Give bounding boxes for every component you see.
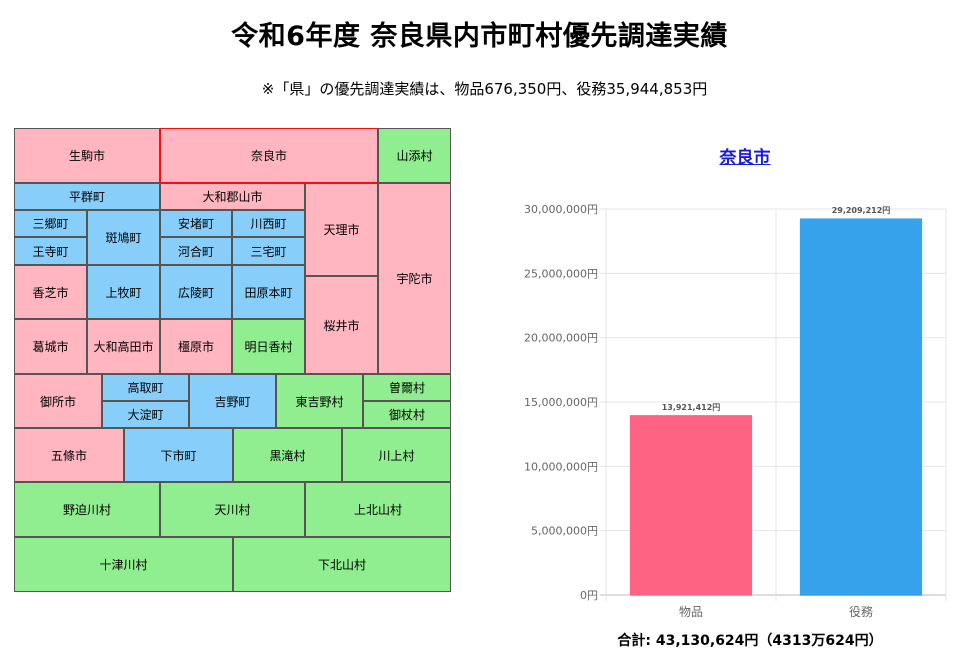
treemap-cell[interactable]: 奈良市 — [160, 128, 378, 183]
treemap-cell[interactable]: 下北山村 — [233, 537, 451, 592]
treemap-cell[interactable]: 王寺町 — [14, 237, 87, 265]
treemap-cell[interactable]: 曽爾村 — [363, 374, 451, 401]
treemap-cell[interactable]: 上牧町 — [87, 265, 160, 319]
treemap-cell[interactable]: 明日香村 — [232, 319, 305, 374]
page-title: 令和6年度 奈良県内市町村優先調達実績 — [231, 21, 728, 52]
treemap-cell[interactable]: 三宅町 — [232, 237, 305, 265]
y-tick-label: 20,000,000円 — [524, 332, 598, 345]
prefecture-note: ※「県」の優先調達実績は、物品676,350円、役務35,944,853円 — [261, 80, 708, 98]
treemap-cell[interactable]: 下市町 — [124, 428, 233, 482]
treemap-cell[interactable]: 生駒市 — [14, 128, 160, 183]
treemap-cell[interactable]: 五條市 — [14, 428, 124, 482]
treemap-cell[interactable]: 十津川村 — [14, 537, 233, 592]
bar-value-label: 29,209,212円 — [832, 206, 891, 215]
treemap-cell[interactable]: 大和高田市 — [87, 319, 160, 374]
treemap-cell[interactable]: 上北山村 — [305, 482, 451, 537]
treemap-cell[interactable]: 河合町 — [160, 237, 232, 265]
y-tick-label: 10,000,000円 — [524, 460, 598, 473]
y-tick-label: 30,000,000円 — [524, 203, 598, 216]
treemap-cell[interactable]: 斑鳩町 — [87, 210, 160, 265]
treemap-cell[interactable]: 御杖村 — [363, 401, 451, 428]
bar-chart: 0円 5,000,000円 10,000,000円 15,000,000円 20,000… — [524, 203, 947, 619]
treemap-cell[interactable]: 大和郡山市 — [160, 183, 305, 210]
treemap-cell[interactable]: 宇陀市 — [378, 183, 451, 374]
treemap-cell[interactable]: 安堵町 — [160, 210, 232, 237]
treemap-cell[interactable]: 高取町 — [102, 374, 189, 401]
treemap-cell[interactable]: 香芝市 — [14, 265, 87, 319]
y-tick-label: 15,000,000円 — [524, 396, 598, 409]
treemap-cell[interactable]: 広陵町 — [160, 265, 232, 319]
treemap-cell[interactable]: 桜井市 — [305, 276, 378, 374]
x-tick-label: 物品 — [679, 605, 703, 619]
treemap-cell[interactable]: 吉野町 — [189, 374, 276, 428]
treemap-cell[interactable]: 御所市 — [14, 374, 102, 428]
bar — [799, 218, 923, 596]
treemap-cell[interactable]: 黒滝村 — [233, 428, 342, 482]
x-tick-label: 役務 — [849, 604, 873, 619]
selected-city-title[interactable]: 奈良市 — [719, 148, 771, 168]
treemap-cell[interactable]: 山添村 — [378, 128, 451, 183]
treemap-cell[interactable]: 川西町 — [232, 210, 305, 237]
treemap-cell[interactable]: 天理市 — [305, 183, 378, 276]
treemap-cell[interactable]: 田原本町 — [232, 265, 305, 319]
treemap-cell[interactable]: 川上村 — [342, 428, 451, 482]
treemap-cell[interactable]: 天川村 — [160, 482, 305, 537]
treemap-cell[interactable]: 大淀町 — [102, 401, 189, 428]
y-tick-label: 25,000,000円 — [524, 267, 598, 280]
municipality-treemap: 生駒市 奈良市 山添村平群町 大和郡山市 天理市 宇陀市 三郷町 斑鳩町 安堵町 川西町王寺町 河合… — [14, 128, 451, 592]
treemap-cell[interactable]: 三郷町 — [14, 210, 87, 237]
treemap-cell[interactable]: 葛城市 — [14, 319, 87, 374]
bar-value-label: 13,921,412円 — [662, 403, 721, 412]
y-tick-label: 5,000,000円 — [531, 525, 598, 538]
treemap-cell[interactable]: 東吉野村 — [276, 374, 363, 428]
treemap-cell[interactable]: 橿原市 — [160, 319, 232, 374]
total-amount: 合計: 43,130,624円（4313万624円） — [617, 633, 883, 649]
y-tick-label: 0円 — [580, 589, 598, 602]
treemap-cell[interactable]: 平群町 — [14, 183, 160, 210]
bar — [629, 415, 753, 596]
treemap-cell[interactable]: 野迫川村 — [14, 482, 160, 537]
